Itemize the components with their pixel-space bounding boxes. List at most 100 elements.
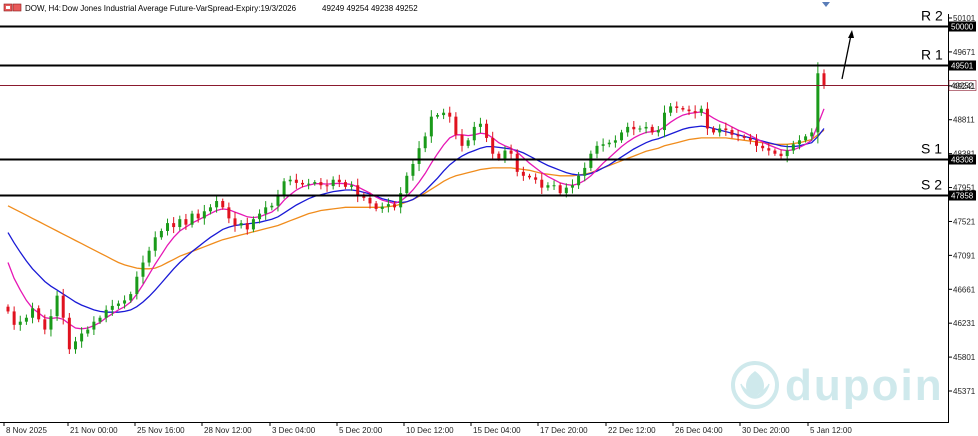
candle-bull [791,144,795,151]
y-tick-label: 47521 [953,217,976,226]
candle-bear [43,319,47,330]
candle-bear [773,150,777,154]
level-price-tag [949,190,976,201]
candle-bear [748,137,752,141]
candle-bull [215,201,219,208]
candle-bear [650,126,654,133]
x-tick-label: 22 Dec 12:00 [608,426,656,435]
price-axis: 50101 49671 49241 48811 48381 47951 47521 47091… [948,14,976,396]
candle-bear [448,112,452,117]
candle-bear [705,108,709,129]
candle-bull [282,181,286,196]
x-tick-label: 8 Nov 2025 [6,426,47,435]
candle-bear [779,153,783,157]
candle-bull [18,321,22,325]
candle-bull [178,219,182,228]
candle-bull [626,126,630,133]
x-tick-label: 30 Dec 20:00 [742,426,790,435]
header-symbol: DOW, H4: [25,4,61,13]
y-tick-label: 46231 [953,319,976,328]
candle-bear [319,182,323,186]
x-tick-label: 17 Dec 20:00 [540,426,588,435]
x-tick-label: 26 Dec 04:00 [675,426,723,435]
candle-bear [675,106,679,108]
y-tick-label: 47091 [953,251,976,260]
candle-bull [166,223,170,231]
candle-bull [208,207,212,212]
candle-bull [251,219,255,230]
candle-bear [67,317,71,350]
candle-bull [546,185,550,188]
candle-bear [632,126,636,130]
candle-bull [405,175,409,194]
candle-bear [755,140,759,146]
header-ohlc: 49249 49254 49238 49252 [322,4,418,13]
candle-bull [399,193,403,208]
y-tick-label: 49241 [953,82,976,91]
candle-bull [202,211,206,219]
candle-bull [104,309,108,318]
candle-bull [656,130,660,133]
candle-bear [61,295,65,318]
time-axis: 8 Nov 2025 21 Nov 00:00 25 Nov 16:00 28 Nov… [3,422,852,435]
chart-header: DOW, H4: Dow Jones Industrial Average Fu… [3,3,418,13]
candle-bull [31,308,35,318]
candle-bull [141,262,145,277]
candle-bull [570,185,574,188]
candle-bear [558,185,562,194]
candle-bear [374,203,378,209]
candle-bull [472,126,476,141]
candle-bull [417,148,421,164]
candle-bull [380,206,384,209]
ma-slow-line [7,129,825,270]
level-price-tag-text: 50000 [951,23,974,32]
y-tick-label: 48811 [953,116,975,125]
candle-bull [816,73,820,133]
y-tick-label: 49671 [953,48,976,57]
ma-mid-line [7,125,825,313]
y-tick-label: 47951 [953,184,976,193]
candle-bull [147,250,151,263]
y-tick-label: 50101 [953,14,976,23]
candle-bull [350,185,354,187]
candle-bear [172,223,176,228]
candle-bull [607,142,611,145]
candle-bull [153,237,157,251]
level-price-tag [949,60,976,71]
candle-bull [55,295,59,317]
candle-bull [804,136,808,141]
candle-bull [129,294,133,301]
plot-frame [0,14,949,423]
y-tick-label: 46661 [953,285,976,294]
level-price-tag-text: 48308 [951,156,974,165]
candle-bull [110,305,114,310]
candle-bear [491,137,495,154]
candle-bear [221,201,225,208]
level-price-tag [949,21,976,32]
dupoin-logo-icon [731,361,779,409]
y-tick-label: 45801 [953,353,976,362]
candle-bull [503,150,507,159]
candle-bear [724,128,728,131]
candle-bear [528,175,532,178]
candle-bear [37,308,41,320]
candle-bear [767,148,771,151]
candle-bull [699,108,703,113]
candle-bear [368,197,372,204]
chart-shift-marker-icon[interactable] [822,2,830,7]
candle-bear [245,223,249,230]
candle-bear [742,136,746,138]
candle-bull [49,316,53,330]
candle-bull [123,300,127,304]
candle-bear [687,109,691,112]
candle-bear [233,218,237,226]
support-resistance-levels: R 2 50000 R 1 49501 S 1 48308 S 2 47858 49252 [0,8,977,201]
candle-bear [509,150,513,154]
header-description: Dow Jones Industrial Average Future-VarS… [62,4,297,13]
candle-bull [620,132,624,141]
candle-bull [92,321,96,330]
candle-bear [393,204,397,208]
candle-bull [478,123,482,127]
candle-bull [276,195,280,206]
